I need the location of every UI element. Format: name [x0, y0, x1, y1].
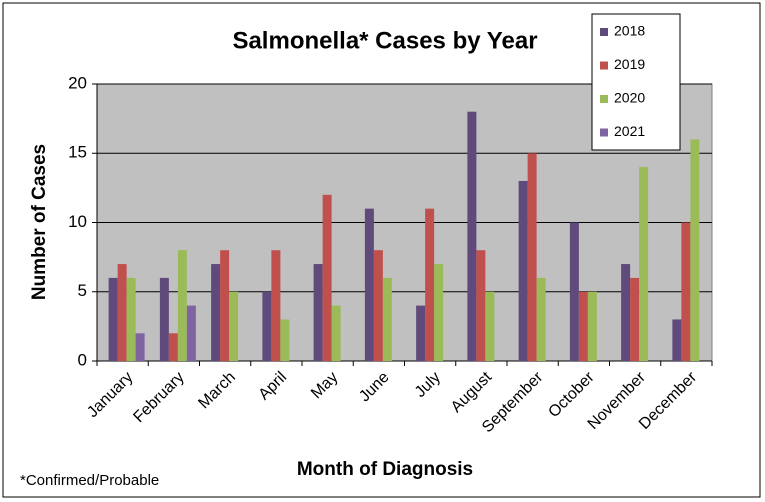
bar — [159, 277, 169, 361]
bar — [639, 167, 649, 361]
bar — [135, 333, 145, 361]
bar — [186, 305, 196, 361]
bar — [672, 319, 682, 361]
bar — [621, 264, 631, 361]
bar — [262, 291, 272, 361]
bar — [168, 333, 178, 361]
bar — [220, 250, 230, 361]
y-axis-label: Number of Cases — [29, 144, 50, 300]
bar — [211, 264, 221, 361]
bar — [681, 222, 691, 361]
bar — [587, 291, 597, 361]
bar — [630, 277, 640, 361]
bar — [467, 111, 477, 361]
legend-swatch — [600, 61, 608, 70]
legend-label: 2020 — [614, 90, 645, 106]
legend — [591, 13, 681, 151]
bar — [434, 264, 444, 361]
bar — [313, 264, 323, 361]
y-tick-label: 10 — [68, 212, 87, 231]
footnote: *Confirmed/Probable — [20, 472, 159, 489]
legend-label: 2019 — [614, 56, 645, 72]
bar — [690, 139, 700, 361]
bar — [229, 291, 239, 361]
bar — [416, 305, 426, 361]
x-axis-label: Month of Diagnosis — [297, 459, 473, 480]
legend-label: 2018 — [614, 23, 645, 39]
chart-title: Salmonella* Cases by Year — [232, 27, 537, 54]
bar — [518, 180, 528, 361]
bar — [578, 291, 588, 361]
bar — [117, 264, 127, 361]
bar — [425, 208, 435, 361]
legend-swatch — [600, 95, 608, 103]
bar — [108, 277, 118, 361]
y-tick-label: 15 — [68, 143, 87, 162]
y-tick-label: 0 — [78, 350, 87, 369]
bar — [126, 277, 136, 361]
bar — [527, 153, 537, 361]
legend-swatch — [600, 28, 608, 36]
bar — [373, 250, 383, 361]
bar — [485, 291, 495, 361]
bar — [569, 222, 579, 361]
bar — [331, 305, 341, 361]
bar — [382, 277, 392, 361]
y-tick-label: 20 — [68, 73, 87, 92]
bar — [271, 250, 281, 361]
bar — [476, 250, 486, 361]
bar — [322, 194, 332, 361]
bar — [536, 277, 546, 361]
bar — [280, 319, 290, 361]
legend-swatch — [600, 128, 608, 137]
legend-label: 2021 — [614, 123, 645, 139]
bar — [364, 208, 374, 361]
y-tick-label: 5 — [78, 281, 87, 300]
bar — [177, 250, 187, 361]
